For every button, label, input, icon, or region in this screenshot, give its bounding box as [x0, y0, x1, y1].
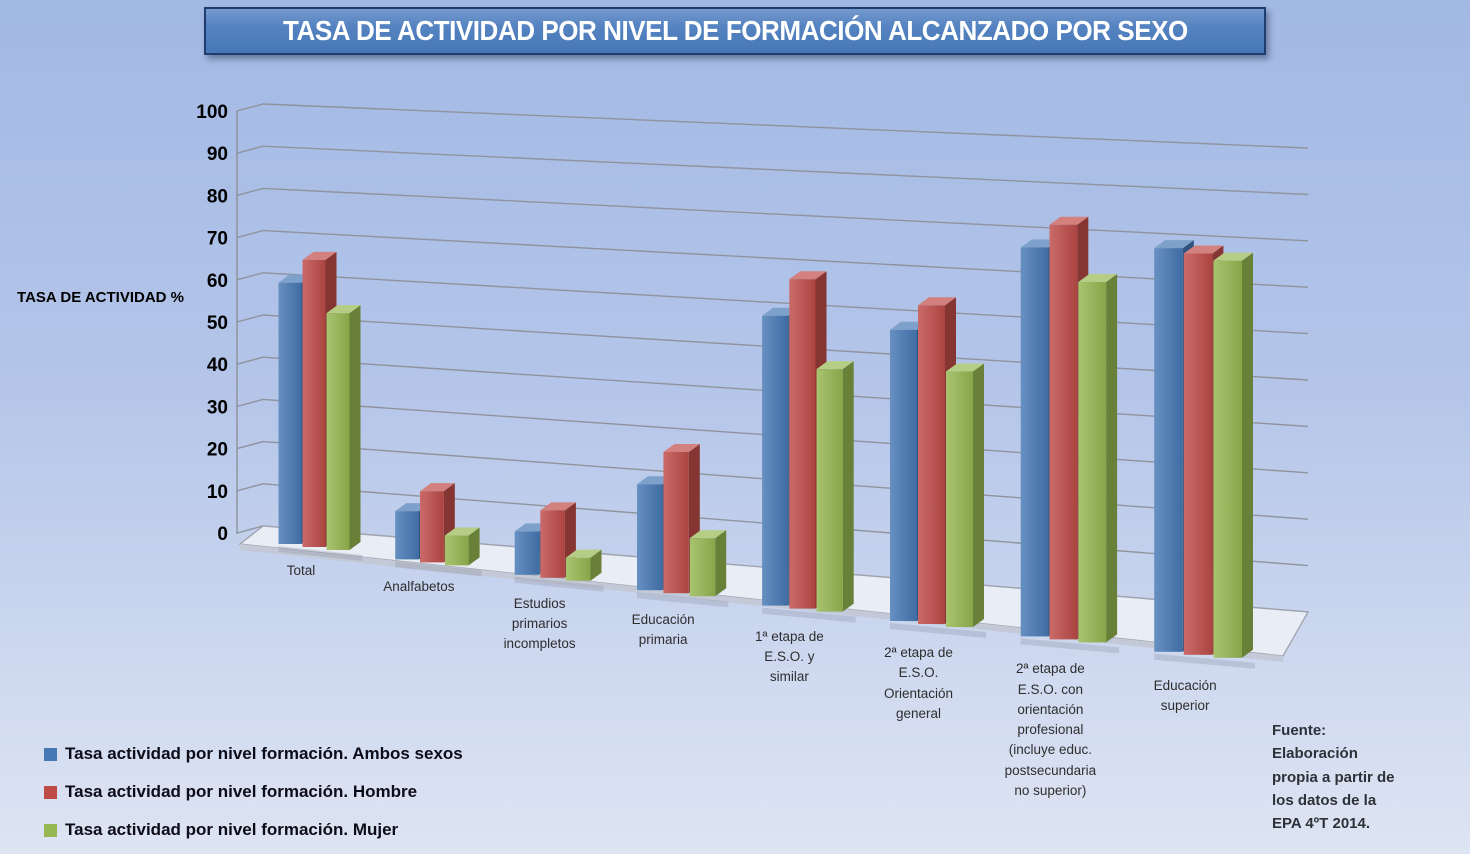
- gridline: [236, 103, 1309, 149]
- bar-group: [762, 271, 854, 612]
- bar-mujer: [946, 363, 984, 627]
- y-tick-label: 50: [207, 313, 228, 334]
- bars: [278, 216, 1253, 658]
- bar-group: [395, 483, 480, 566]
- gridline: [236, 314, 1309, 381]
- bar-group: [278, 251, 361, 550]
- chart-title-banner: TASA DE ACTIVIDAD POR NIVEL DE FORMACIÓN…: [204, 7, 1266, 55]
- category-label: Educación primaria: [631, 612, 695, 648]
- category-label: Analfabetos: [383, 579, 455, 595]
- gridline: [236, 272, 1309, 335]
- legend-item: Tasa actividad por nivel formación. Muje…: [44, 818, 463, 842]
- bar-group: [637, 443, 727, 597]
- y-tick-label: 0: [217, 524, 228, 545]
- category-label: 2ª etapa de E.S.O. Orientación general: [883, 645, 954, 721]
- bar-mujer: [816, 361, 854, 612]
- legend-item: Tasa actividad por nivel formación. Homb…: [44, 780, 463, 804]
- y-tick-label: 80: [207, 186, 228, 207]
- source-note: Fuente: Elaboración propia a partir de l…: [1272, 722, 1395, 832]
- bar-shadow: [637, 592, 729, 608]
- bar-group: [1020, 216, 1118, 643]
- y-tick-label: 10: [207, 482, 228, 503]
- category-label: 2ª etapa de E.S.O. con orientación profe…: [1004, 661, 1097, 798]
- bar-shadow: [514, 576, 604, 592]
- bar-mujer: [1213, 252, 1253, 658]
- category-label: Total: [286, 563, 316, 578]
- legend-item: Tasa actividad por nivel formación. Ambo…: [44, 742, 463, 766]
- gridline: [236, 229, 1309, 288]
- y-tick-label: 90: [207, 144, 228, 165]
- bar-shadow: [762, 607, 856, 623]
- bar-shadow: [278, 546, 363, 561]
- bar-group: [1154, 240, 1253, 658]
- bar-group: [514, 502, 602, 581]
- category-label: Estudios primarios incompletos: [503, 595, 576, 652]
- y-tick-label: 60: [207, 271, 228, 292]
- y-tick-label: 20: [207, 440, 228, 461]
- y-tick-label: 40: [207, 355, 228, 376]
- bar-mujer: [689, 530, 727, 597]
- bar-shadow: [1154, 653, 1255, 669]
- bar-mujer: [1078, 274, 1118, 643]
- bar-mujer: [326, 305, 361, 550]
- bar-shadow: [395, 561, 482, 577]
- y-tick-label: 30: [207, 397, 228, 418]
- category-label: Educación superior: [1153, 677, 1217, 714]
- bar-shadow: [890, 623, 986, 638]
- legend: Tasa actividad por nivel formación. Ambo…: [44, 742, 463, 854]
- bar-shadow: [1020, 638, 1120, 654]
- bar-hombre: [663, 443, 700, 594]
- legend-label: Tasa actividad por nivel formación. Muje…: [65, 820, 399, 839]
- legend-swatch-icon: [44, 747, 57, 761]
- chart-title: TASA DE ACTIVIDAD POR NIVEL DE FORMACIÓN…: [282, 15, 1188, 46]
- legend-label: Tasa actividad por nivel formación. Ambo…: [65, 744, 463, 763]
- gridline: [236, 187, 1309, 242]
- legend-swatch-icon: [44, 823, 57, 837]
- y-tick-label: 70: [207, 229, 228, 250]
- y-tick-label: 100: [196, 102, 228, 123]
- gridline: [236, 145, 1309, 196]
- bar-mujer: [565, 549, 602, 581]
- legend-label: Tasa actividad por nivel formación. Homb…: [65, 782, 418, 801]
- bar-group: [890, 297, 984, 627]
- bar-mujer: [444, 527, 480, 566]
- legend-swatch-icon: [44, 785, 57, 799]
- category-label: 1ª etapa de E.S.O. y similar: [754, 628, 824, 685]
- gridlines: [236, 103, 1309, 613]
- y-axis-title: TASA DE ACTIVIDAD %: [17, 289, 184, 306]
